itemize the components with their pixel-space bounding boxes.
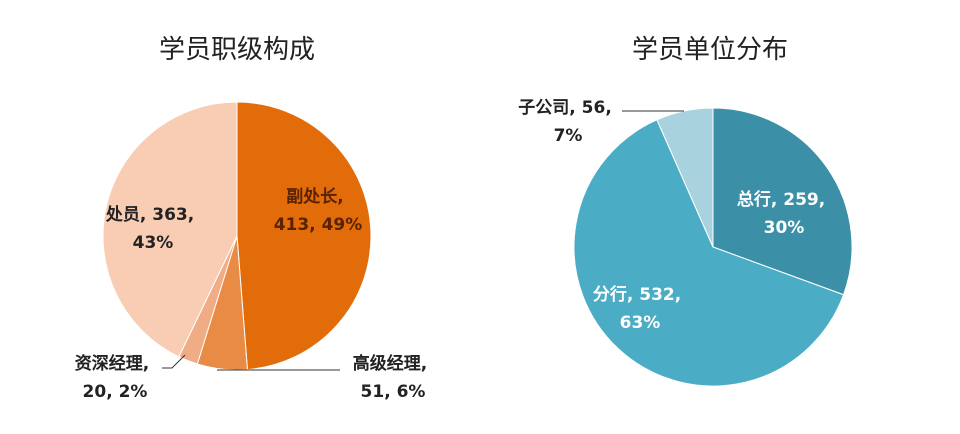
- slice-label-branch: 分行, 532, 63%: [593, 284, 687, 333]
- slice-label-head-office: 总行, 259, 30%: [737, 189, 831, 238]
- pie-slice: [102, 101, 238, 358]
- pie-chart-unit: [573, 107, 853, 387]
- slice-label-subsidiary: 子公司, 56, 7%: [518, 98, 617, 146]
- pie-slice: [236, 101, 372, 371]
- leader-line-expert-manager: [162, 354, 186, 369]
- slice-label-senior-manager: 高级经理, 51, 6%: [353, 353, 433, 402]
- pie-slice: [656, 107, 714, 248]
- pie-slice: [573, 119, 845, 387]
- slice-label-expert-manager: 资深经理, 20, 2%: [75, 353, 155, 402]
- pie-slice: [712, 107, 853, 296]
- chart-2-title: 学员单位分布: [632, 35, 788, 65]
- chart-1-title: 学员职级构成: [159, 35, 315, 65]
- slice-label-deputy-director: 副处长, 413, 49%: [274, 186, 363, 235]
- slice-label-staff: 处员, 363, 43%: [105, 204, 200, 253]
- pie-chart-rank: [102, 101, 372, 371]
